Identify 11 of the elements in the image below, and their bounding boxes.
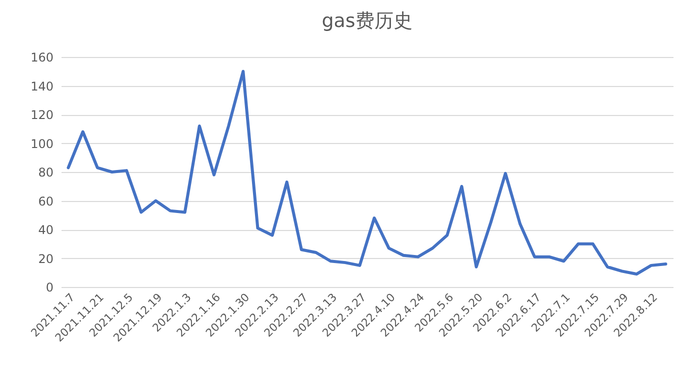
y-tick-label: 140 xyxy=(30,79,54,94)
y-tick-label: 80 xyxy=(38,166,54,180)
line-series xyxy=(66,70,668,276)
y-tick-label: 0 xyxy=(46,280,54,294)
y-tick-label: 20 xyxy=(38,252,54,266)
chart-title: gas费历史 xyxy=(322,10,412,32)
y-tick-label: 60 xyxy=(38,194,54,208)
y-tick-label: 100 xyxy=(30,136,54,151)
y-tick-label: 40 xyxy=(38,223,54,237)
y-tick-label: 160 xyxy=(30,50,54,64)
y-tick-label: 120 xyxy=(30,108,54,122)
